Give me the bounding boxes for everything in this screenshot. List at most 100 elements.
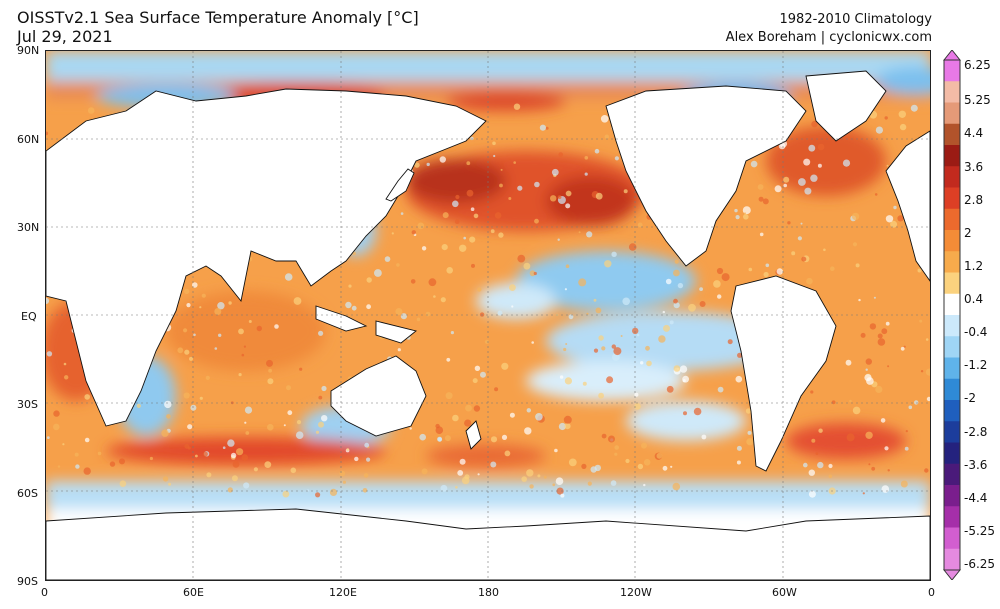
speckle-dot (227, 439, 235, 447)
speckle-dot (509, 284, 516, 291)
colorbar-swatch (944, 485, 960, 507)
speckle-dot (227, 487, 233, 493)
speckle-dot (899, 123, 907, 131)
speckle-dot (526, 469, 534, 477)
speckle-dot (492, 141, 496, 146)
speckle-dot (874, 193, 878, 196)
speckle-dot (444, 435, 451, 442)
speckle-dot (811, 120, 818, 128)
speckle-dot (472, 378, 478, 384)
speckle-dot (284, 273, 293, 281)
speckle-dot (831, 400, 836, 405)
cb-label: 1.2 (964, 259, 984, 273)
colorbar-swatch (944, 166, 960, 188)
speckle-dot (623, 189, 628, 194)
speckle-dot (877, 338, 886, 346)
speckle-dot (565, 203, 571, 209)
speckle-dot (877, 333, 883, 339)
speckle-dot (717, 294, 722, 299)
speckle-dot (318, 395, 323, 400)
speckle-dot (717, 386, 724, 393)
speckle-dot (713, 280, 721, 288)
speckle-dot (192, 282, 198, 288)
speckle-dot (64, 375, 69, 380)
speckle-dot (662, 310, 665, 314)
speckle-dot (315, 492, 321, 498)
lat-label-eq: EQ (21, 310, 37, 323)
speckle-dot (646, 360, 652, 367)
speckle-dot (446, 357, 451, 362)
cb-label: 6.25 (964, 58, 991, 72)
speckle-dot (815, 452, 819, 455)
speckle-dot (643, 459, 651, 466)
speckle-dot (903, 345, 906, 348)
speckle-dot (900, 480, 908, 488)
speckle-dot (776, 268, 783, 275)
speckle-dot (274, 324, 279, 329)
speckle-dot (885, 215, 894, 223)
speckle-dot (632, 327, 639, 335)
speckle-dot (763, 271, 769, 278)
speckle-dot (433, 295, 436, 298)
speckle-dot (818, 428, 823, 433)
speckle-dot (595, 192, 603, 200)
speckle-dot (517, 254, 526, 263)
speckle-dot (452, 414, 459, 422)
speckle-dot (282, 490, 290, 498)
speckle-dot (517, 185, 523, 191)
speckle-dot (564, 288, 568, 291)
speckle-dot (84, 437, 90, 443)
speckle-dot (783, 183, 787, 188)
speckle-dot (241, 353, 245, 357)
title-text: OISSTv2.1 Sea Surface Temperature Anomal… (17, 8, 419, 27)
speckle-dot (184, 288, 190, 295)
speckle-dot (318, 421, 324, 428)
speckle-dot (810, 390, 814, 394)
speckle-dot (578, 231, 581, 234)
speckle-dot (560, 493, 565, 498)
speckle-dot (109, 461, 116, 467)
speckle-dot (186, 303, 191, 308)
speckle-dot (674, 259, 679, 264)
speckle-dot (364, 442, 370, 448)
cb-label: -2 (964, 391, 976, 405)
speckle-dot (459, 458, 466, 465)
speckle-dot (84, 394, 90, 400)
credit-text: Alex Boreham | cyclonicwx.com (725, 30, 932, 45)
speckle-dot (410, 279, 416, 284)
speckle-dot (466, 161, 471, 166)
speckle-dot (742, 206, 751, 215)
speckle-dot (590, 466, 597, 473)
speckle-dot (193, 333, 196, 337)
colorbar-swatch (944, 378, 960, 401)
speckle-dot (842, 159, 851, 167)
speckle-dot (682, 379, 686, 383)
speckle-dot (245, 431, 250, 435)
colorbar-swatch (944, 463, 960, 486)
speckle-dot (625, 458, 630, 464)
speckle-dot (551, 168, 559, 176)
speckle-dot (218, 333, 222, 337)
speckle-dot (446, 267, 454, 274)
speckle-dot (808, 490, 816, 498)
speckle-dot (640, 361, 644, 365)
lon-label-120e: 120E (329, 586, 357, 599)
speckle-dot (884, 446, 889, 451)
speckle-dot (400, 313, 407, 320)
cb-label: 3.6 (964, 160, 984, 174)
cb-label: -5.25 (964, 524, 996, 538)
speckle-dot (880, 418, 886, 423)
speckle-dot (747, 430, 752, 435)
lat-label-30s: 30S (17, 398, 38, 411)
speckle-dot (845, 359, 852, 366)
speckle-dot (919, 319, 923, 323)
speckle-dot (230, 452, 237, 459)
speckle-dot (214, 347, 218, 350)
speckle-dot (727, 339, 733, 345)
colorbar-swatch (944, 400, 960, 422)
speckle-dot (426, 162, 430, 167)
speckle-dot (875, 385, 883, 393)
speckle-dot (480, 371, 486, 378)
speckle-dot (803, 462, 808, 468)
speckle-dot (736, 460, 741, 465)
